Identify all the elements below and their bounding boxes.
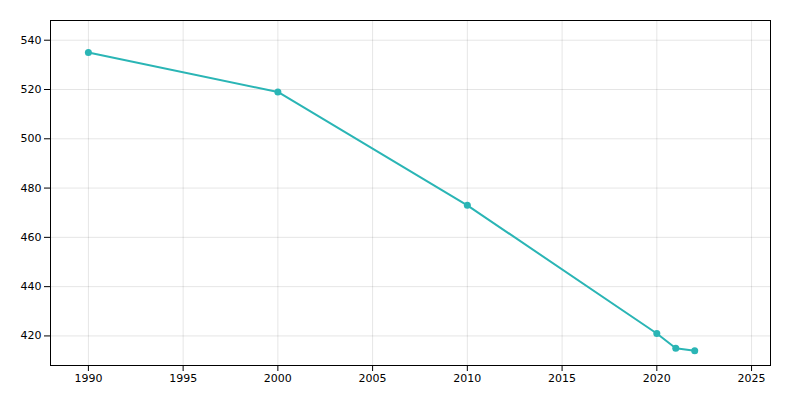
svg-text:2015: 2015 [548, 372, 576, 385]
svg-text:500: 500 [21, 132, 42, 145]
svg-text:2010: 2010 [453, 372, 481, 385]
svg-text:420: 420 [21, 329, 42, 342]
svg-text:520: 520 [21, 83, 42, 96]
svg-text:2025: 2025 [738, 372, 766, 385]
svg-text:2000: 2000 [264, 372, 292, 385]
svg-text:460: 460 [21, 231, 42, 244]
svg-text:1995: 1995 [169, 372, 197, 385]
svg-text:540: 540 [21, 34, 42, 47]
svg-text:1990: 1990 [74, 372, 102, 385]
svg-text:2005: 2005 [359, 372, 387, 385]
svg-text:2020: 2020 [643, 372, 671, 385]
svg-text:480: 480 [21, 182, 42, 195]
svg-text:440: 440 [21, 280, 42, 293]
